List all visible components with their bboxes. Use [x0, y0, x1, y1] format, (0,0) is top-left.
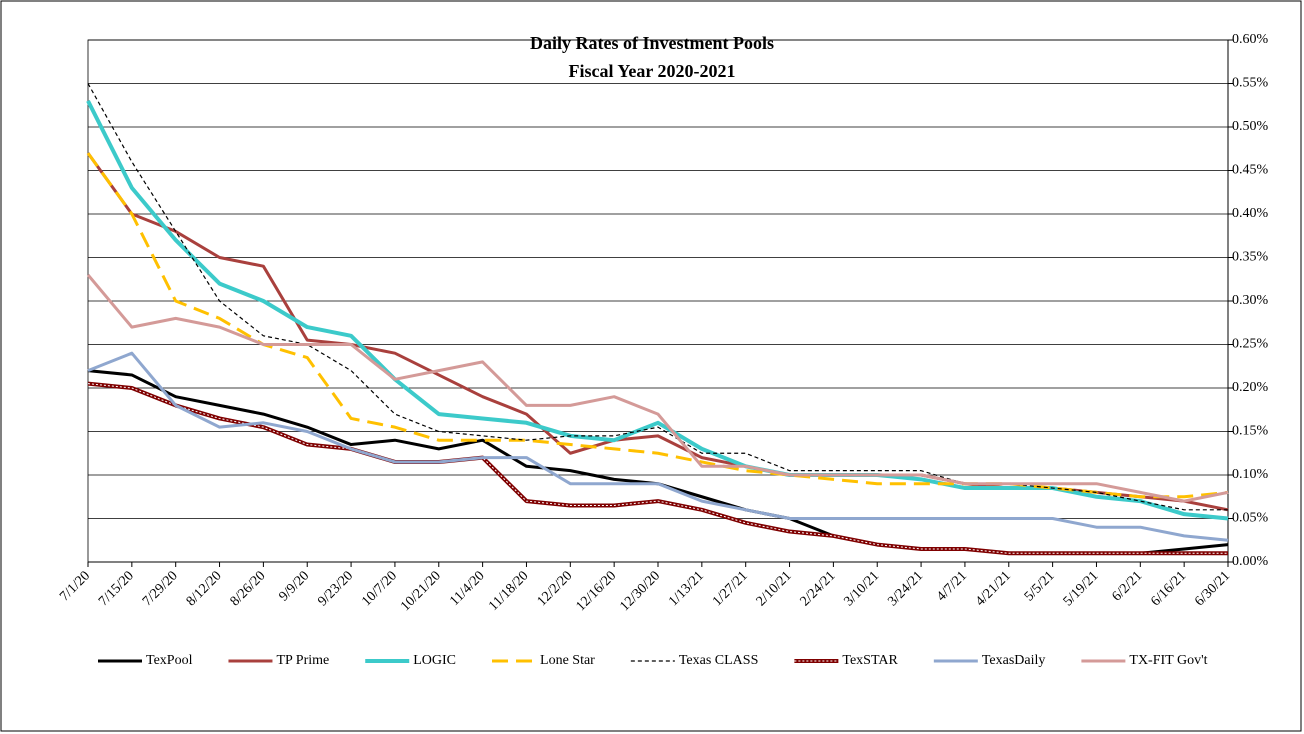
legend-label: TexPool	[146, 653, 193, 668]
series-line	[87, 83, 1228, 511]
y-tick-label: 0.15%	[1232, 424, 1269, 439]
series-line	[86, 273, 1229, 503]
legend-item: Texas CLASS	[630, 653, 759, 668]
series-line-inner	[87, 383, 1228, 554]
y-tick-label: 0.50%	[1232, 119, 1269, 134]
y-tick-label: 0.45%	[1232, 163, 1269, 178]
y-tick-label: 0.30%	[1232, 293, 1269, 308]
y-tick-label: 0.00%	[1232, 554, 1269, 569]
legend-label: LOGIC	[413, 653, 456, 668]
legend-label: Texas CLASS	[679, 653, 759, 668]
y-tick-label: 0.05%	[1232, 511, 1269, 526]
y-tick-label: 0.20%	[1232, 380, 1269, 395]
y-tick-label: 0.40%	[1232, 206, 1269, 221]
legend-item: TexSTAR	[794, 653, 898, 668]
legend-item: TX-FIT Gov't	[1081, 653, 1208, 668]
legend-item: TP Prime	[228, 653, 329, 668]
legend-item: TexPool	[98, 653, 193, 668]
legend-label: TexasDaily	[982, 653, 1046, 668]
legend-item: LOGIC	[365, 653, 456, 668]
legend-label: Lone Star	[540, 653, 595, 668]
y-tick-label: 0.25%	[1232, 337, 1269, 352]
legend-item: TexasDaily	[933, 653, 1046, 668]
legend-label: TexSTAR	[842, 653, 898, 668]
y-tick-label: 0.60%	[1232, 32, 1269, 47]
y-tick-label: 0.10%	[1232, 467, 1269, 482]
legend-item: Lone Star	[492, 653, 595, 668]
legend-label: TX-FIT Gov't	[1129, 653, 1207, 668]
series-line	[87, 351, 1229, 542]
chart-title: Daily Rates of Investment Pools	[530, 33, 774, 53]
y-tick-label: 0.55%	[1232, 76, 1269, 91]
y-tick-label: 0.35%	[1232, 250, 1269, 265]
chart-subtitle: Fiscal Year 2020-2021	[569, 61, 736, 81]
legend-label: TP Prime	[276, 653, 329, 668]
